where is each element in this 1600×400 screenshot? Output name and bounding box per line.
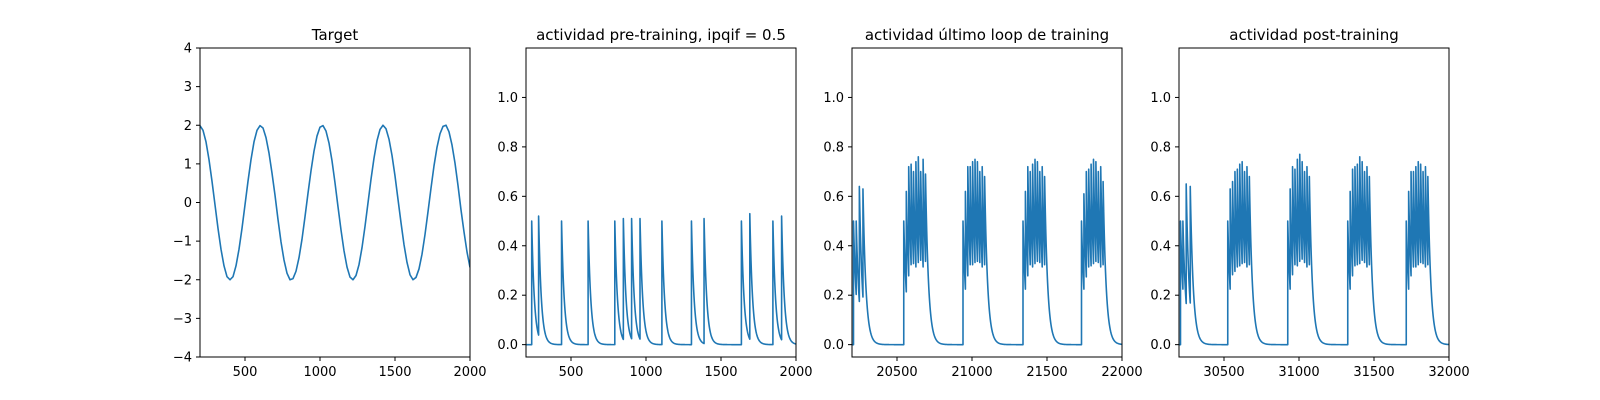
series-line-activity [1179, 153, 1449, 346]
panel-post-training: actividad post-training 30500 31000 31500 3… [1150, 26, 1469, 380]
x-tick-label: 21500 [1026, 365, 1067, 380]
y-tick-label: 0 [184, 196, 192, 211]
panel-pre-training: actividad pre-training, ipqif = 0.5 500 1… [497, 26, 812, 380]
axes-frame [1178, 47, 1450, 358]
axes-frame [851, 47, 1123, 358]
y-tick-label: 4 [184, 42, 192, 57]
y-tick-label: 0.4 [1150, 239, 1171, 254]
y-tick-label: −1 [173, 235, 192, 250]
y-tick-label: 0.2 [1150, 289, 1171, 304]
x-tick-label: 2000 [779, 365, 812, 380]
y-tick-label: 1.0 [1150, 91, 1171, 106]
x-tick-label: 1500 [704, 365, 737, 380]
y-tick-label: 0.0 [497, 338, 518, 353]
y-tick-label: 0.6 [1150, 190, 1171, 205]
x-tick-label: 30500 [1203, 365, 1244, 380]
x-tick-label: 500 [233, 365, 258, 380]
x-tick-label: 32000 [1428, 365, 1469, 380]
y-tick-label: −4 [173, 351, 192, 366]
series-line-activity [852, 155, 1122, 346]
y-tick-label: 0.2 [497, 289, 518, 304]
y-tick-label: 0.8 [497, 140, 518, 155]
x-tick-label: 1000 [629, 365, 662, 380]
x-tick-label: 1000 [303, 365, 336, 380]
x-tick-label: 20500 [876, 365, 917, 380]
panel-target: Target 500 1000 1500 2000 −4 −3 −2 −1 0 1 2 3 4 [173, 26, 487, 380]
y-tick-label: 0.8 [823, 140, 844, 155]
y-tick-label: 1.0 [497, 91, 518, 106]
panel-title: Target [311, 26, 359, 44]
y-tick-label: 0.4 [497, 239, 518, 254]
x-tick-label: 31500 [1353, 365, 1394, 380]
y-tick-label: 0.6 [823, 190, 844, 205]
x-tick-label: 500 [559, 365, 584, 380]
x-tick-label: 21000 [951, 365, 992, 380]
y-tick-label: −2 [173, 273, 192, 288]
y-tick-label: 0.2 [823, 289, 844, 304]
x-tick-label: 2000 [453, 365, 486, 380]
y-tick-label: 0.4 [823, 239, 844, 254]
axes-frame [525, 47, 797, 358]
series-line-target [200, 124, 470, 281]
y-tick-label: −3 [173, 312, 192, 327]
panel-title: actividad último loop de training [865, 26, 1109, 44]
y-tick-label: 0.0 [1150, 338, 1171, 353]
y-tick-label: 0.0 [823, 338, 844, 353]
panel-title: actividad post-training [1229, 26, 1398, 44]
y-tick-label: 0.6 [497, 190, 518, 205]
y-tick-label: 1 [184, 157, 192, 172]
x-tick-label: 31000 [1278, 365, 1319, 380]
panel-title: actividad pre-training, ipqif = 0.5 [536, 26, 786, 44]
y-tick-label: 2 [184, 119, 192, 134]
x-tick-label: 1500 [378, 365, 411, 380]
series-line-activity [526, 212, 796, 346]
y-tick-label: 1.0 [823, 91, 844, 106]
y-tick-label: 0.8 [1150, 140, 1171, 155]
y-tick-label: 3 [184, 80, 192, 95]
panel-last-training-loop: actividad último loop de training 20500 2… [823, 26, 1142, 380]
x-tick-label: 22000 [1101, 365, 1142, 380]
